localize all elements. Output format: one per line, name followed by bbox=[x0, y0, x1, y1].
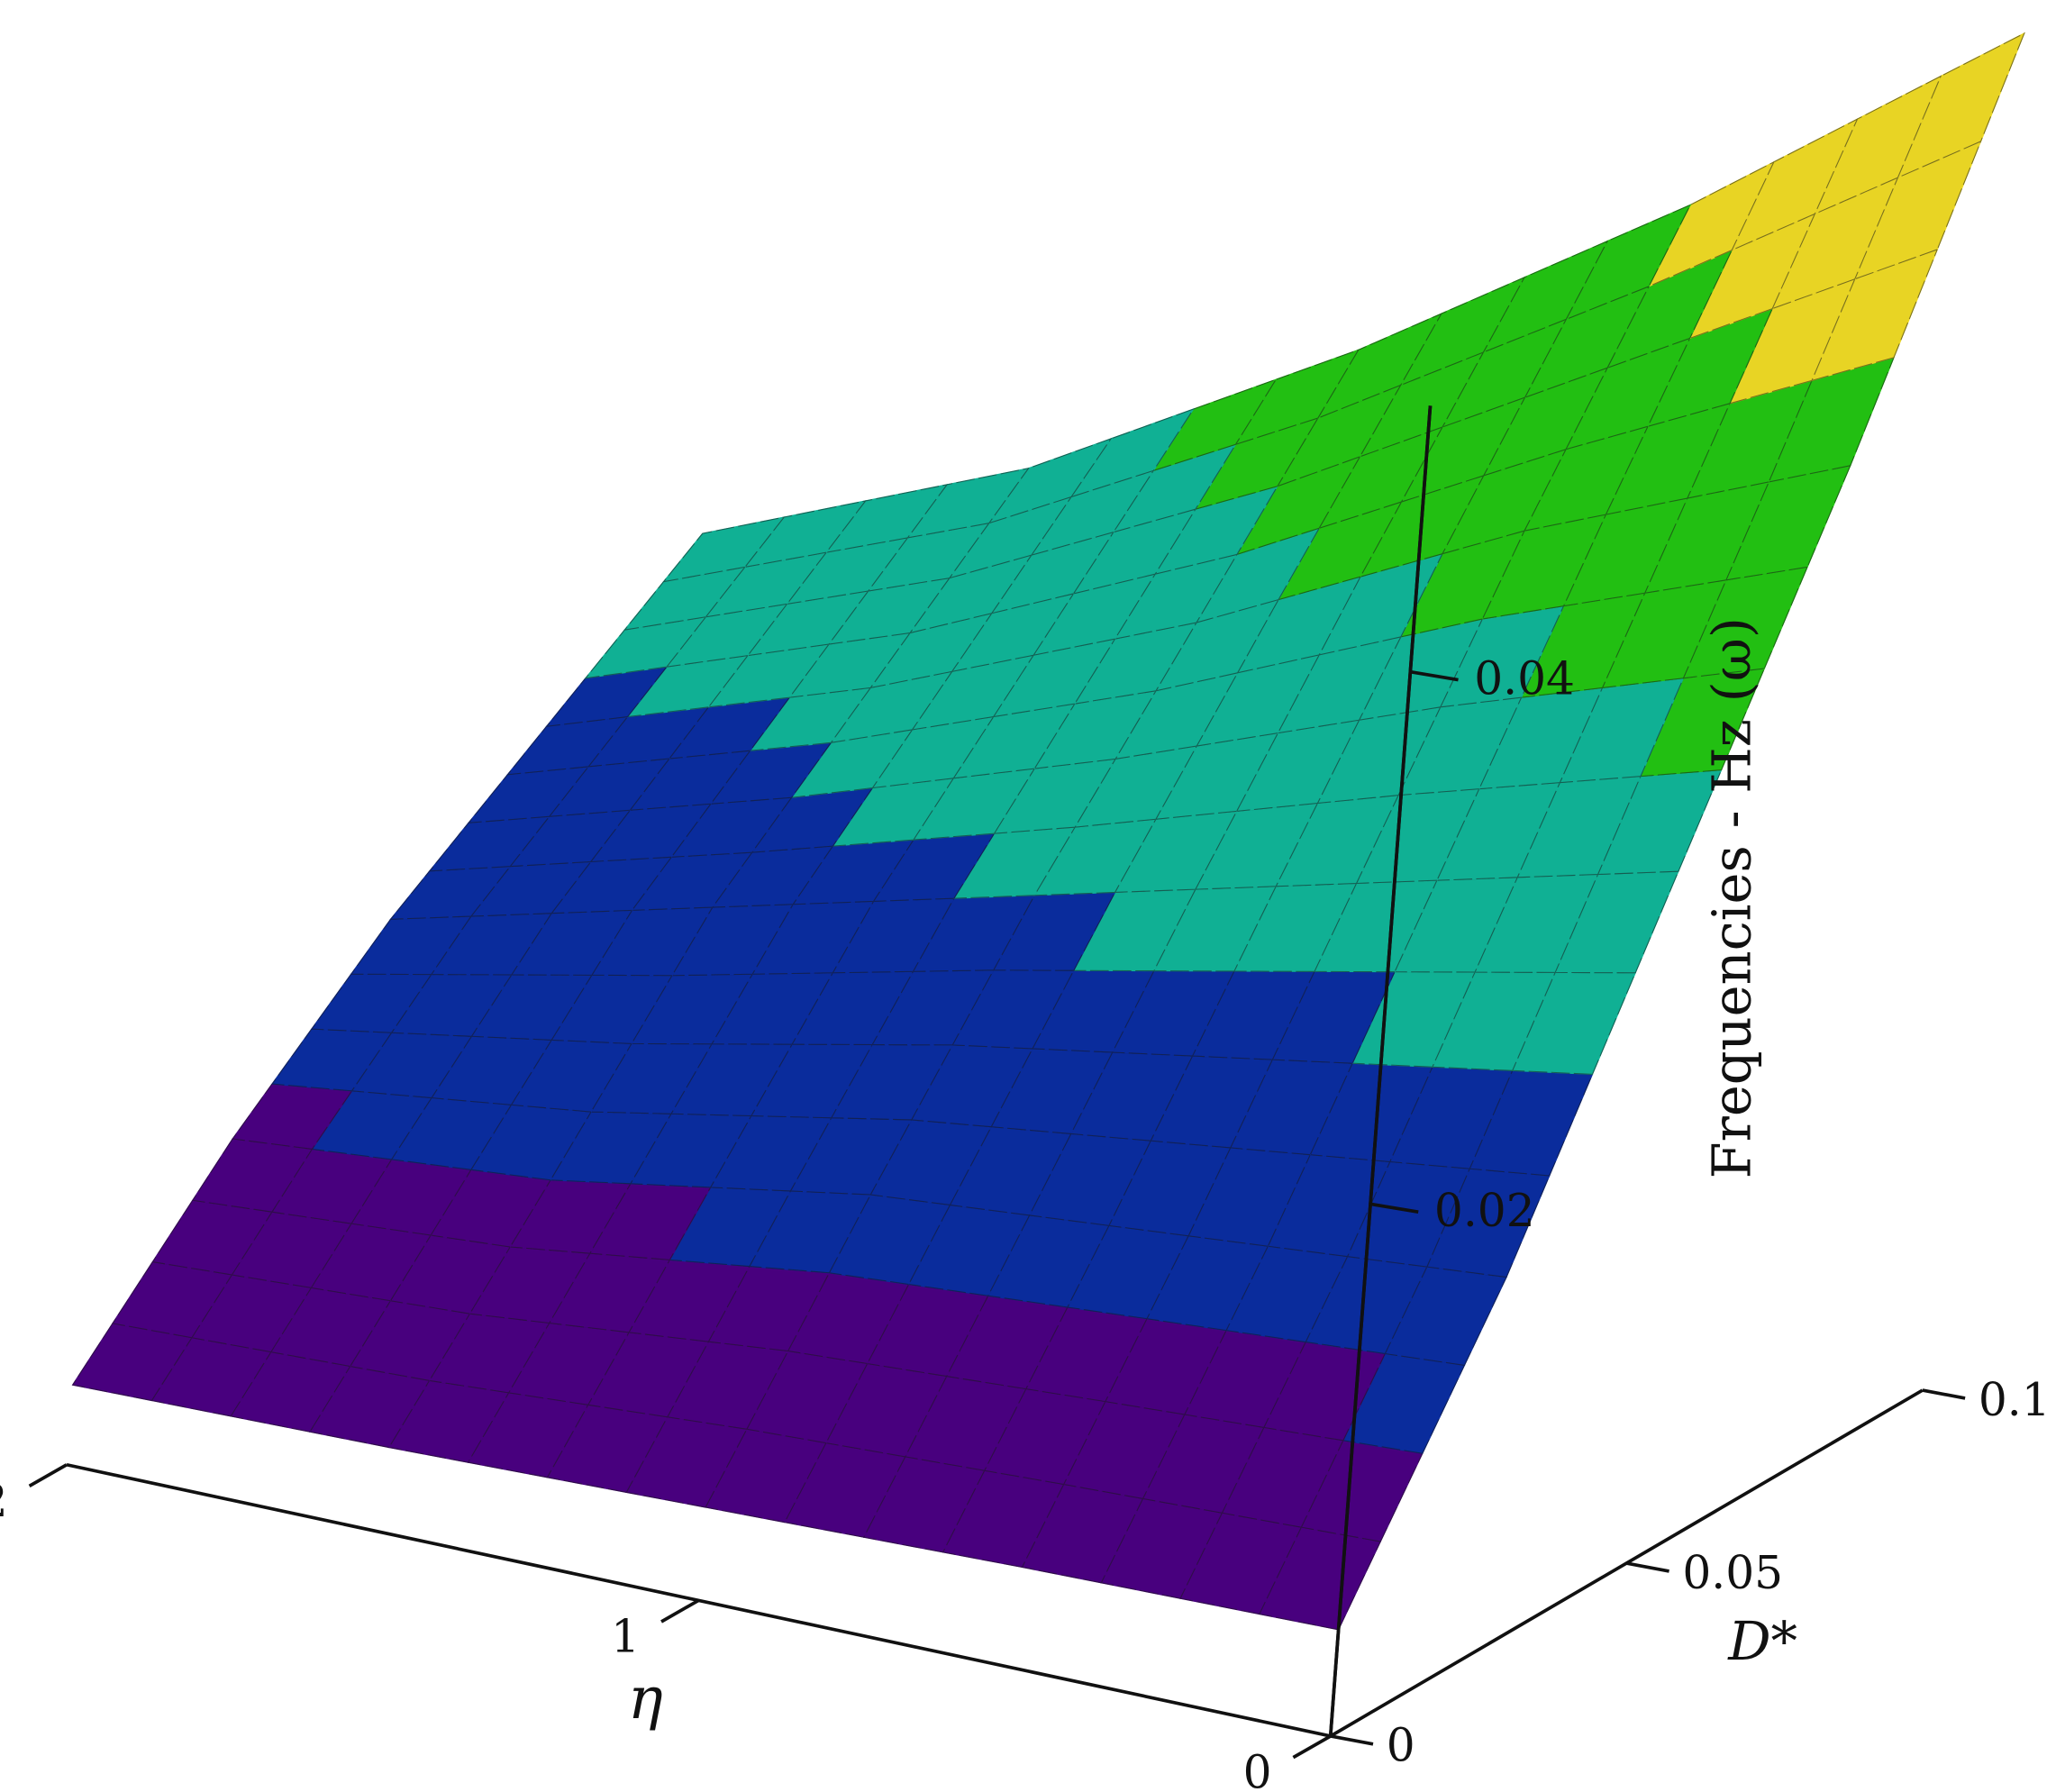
mesh-cell bbox=[1351, 971, 1476, 1068]
mesh-cell bbox=[1314, 879, 1438, 973]
mesh-cell bbox=[1271, 970, 1396, 1064]
mesh-cell bbox=[952, 703, 1076, 779]
mesh-cell bbox=[310, 1223, 432, 1302]
axes: 0 1 2 0 0.05 0.1 0.02 0.04 bbox=[0, 405, 2051, 1792]
mesh-cell bbox=[1030, 469, 1155, 556]
mesh-cell bbox=[1187, 1147, 1312, 1247]
mesh-cell bbox=[1229, 1059, 1353, 1156]
z-tick-label: 0.02 bbox=[1434, 1184, 1535, 1237]
y-tick-label: 0.05 bbox=[1682, 1546, 1783, 1599]
mesh-cell bbox=[510, 1039, 632, 1113]
z-axis bbox=[1328, 405, 1433, 1737]
x-tick-label: 1 bbox=[611, 1610, 640, 1663]
mesh-cell bbox=[1397, 696, 1523, 796]
mesh-cell bbox=[309, 1365, 431, 1449]
mesh-cell bbox=[509, 1179, 632, 1254]
x-tick bbox=[660, 1598, 700, 1624]
z-tick bbox=[1410, 669, 1459, 682]
mesh-cell bbox=[470, 1104, 592, 1181]
mesh-cell bbox=[230, 1351, 351, 1433]
mesh-cell bbox=[1309, 1062, 1433, 1163]
mesh-cell bbox=[430, 1169, 551, 1248]
mesh-cell bbox=[389, 1234, 512, 1314]
mesh-cell bbox=[992, 638, 1116, 718]
x-tick-label: 2 bbox=[0, 1474, 8, 1527]
mesh-cell bbox=[1355, 788, 1480, 885]
z-axis-label: Frequencies - Hz (ω) bbox=[1701, 617, 1763, 1178]
z-tick bbox=[1369, 1202, 1419, 1214]
x-axis-label: η bbox=[628, 1665, 663, 1733]
mesh-cell bbox=[1606, 249, 1733, 369]
mesh-cell bbox=[1605, 402, 1731, 515]
mesh-cell bbox=[662, 516, 786, 583]
z-tick-label: 0.04 bbox=[1474, 652, 1575, 705]
surface bbox=[71, 32, 2025, 1631]
mesh-cell bbox=[912, 768, 1036, 841]
mesh-cell bbox=[1481, 514, 1607, 620]
mesh-cell bbox=[990, 531, 1115, 614]
y-tick bbox=[1625, 1561, 1669, 1573]
mesh-cell bbox=[952, 826, 1077, 899]
mesh-cell bbox=[191, 1274, 313, 1353]
y-tick bbox=[1330, 1734, 1374, 1746]
x-tick-label: 0 bbox=[1243, 1745, 1272, 1792]
mesh-cell bbox=[349, 1300, 471, 1381]
mesh-cell bbox=[271, 1148, 393, 1224]
mesh-cell bbox=[1072, 508, 1197, 595]
y-tick-label: 0.1 bbox=[1979, 1373, 2051, 1426]
y-axis-label: D* bbox=[1727, 1610, 1797, 1672]
x-tick bbox=[28, 1463, 68, 1487]
mesh-cell bbox=[1439, 605, 1565, 708]
mesh-cell bbox=[1897, 32, 2025, 179]
mesh-cell bbox=[550, 974, 673, 1044]
mesh-cell bbox=[993, 758, 1117, 834]
mesh-cell bbox=[1032, 573, 1157, 656]
mesh-cell bbox=[231, 1211, 352, 1288]
mesh-cell bbox=[468, 1246, 591, 1324]
mesh-cell bbox=[1565, 204, 1692, 321]
x-tick bbox=[1292, 1734, 1332, 1760]
mesh-cell bbox=[350, 1159, 472, 1236]
mesh-cell bbox=[1069, 408, 1195, 498]
y-tick bbox=[1922, 1388, 1966, 1400]
mesh-cell bbox=[150, 1337, 272, 1417]
y-tick-label: 0 bbox=[1387, 1719, 1415, 1772]
mesh-cell bbox=[1259, 1526, 1381, 1631]
mesh-cell bbox=[1033, 690, 1158, 769]
mesh-cell bbox=[590, 906, 714, 977]
mesh-cell bbox=[1267, 1154, 1391, 1258]
mesh-cell bbox=[269, 1287, 392, 1368]
